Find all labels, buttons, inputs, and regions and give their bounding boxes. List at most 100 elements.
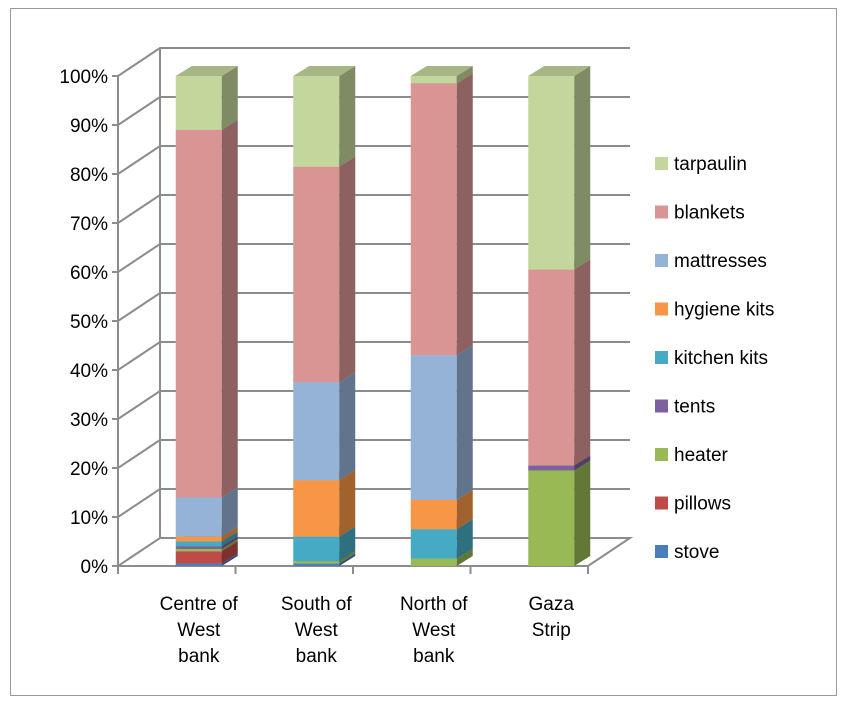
bar-front xyxy=(410,355,457,500)
legend-swatch xyxy=(655,448,668,461)
x-category-label: South of West bank xyxy=(281,594,352,667)
bar-segment-mattresses xyxy=(293,372,356,481)
bar-side xyxy=(339,526,356,562)
y-tick-label: 10% xyxy=(70,508,108,529)
legend-swatch xyxy=(655,254,668,267)
legend-swatch xyxy=(655,157,668,170)
bar-front xyxy=(293,166,340,383)
bar-front xyxy=(175,541,222,547)
bar-segment-tarpaulin xyxy=(528,66,591,270)
bar-front xyxy=(175,129,222,498)
legend-item-heater: heater xyxy=(655,445,729,466)
bar-segment-tarpaulin xyxy=(175,66,238,130)
bar-segment-tarpaulin xyxy=(410,66,473,84)
legend-item-hygiene-kits: hygiene kits xyxy=(655,300,774,321)
legend-item-tents: tents xyxy=(655,397,715,418)
bar-side xyxy=(339,553,356,566)
bar-side xyxy=(339,156,356,383)
bar-side xyxy=(221,536,238,549)
bar-segment-heater xyxy=(528,460,591,566)
y-tick-label: 80% xyxy=(70,165,108,186)
bar-top xyxy=(175,66,238,76)
bar-front xyxy=(175,563,222,566)
gridline xyxy=(117,292,630,322)
bar-side xyxy=(221,531,238,547)
legend-swatch xyxy=(655,302,668,316)
legend-swatch xyxy=(655,351,668,364)
bars xyxy=(175,66,591,566)
bar-side xyxy=(456,66,473,84)
y-tick-label: 0% xyxy=(81,557,109,578)
bar-segment-tarpaulin xyxy=(293,66,356,167)
bar-side xyxy=(221,119,238,498)
legend: tarpaulin blankets mattresses hygiene kits k… xyxy=(655,154,774,563)
gridline xyxy=(117,96,630,126)
bar-top xyxy=(293,66,356,76)
y-tick-label: 70% xyxy=(70,214,108,235)
bar-side xyxy=(574,460,591,566)
bar-front xyxy=(293,536,340,562)
gridlines xyxy=(117,47,630,518)
y-tick-label: 20% xyxy=(70,459,108,480)
legend-item-stove: stove xyxy=(655,542,719,563)
bar-front xyxy=(293,563,340,566)
bar-side xyxy=(456,519,473,559)
bar-side xyxy=(221,538,238,552)
gridline xyxy=(117,439,630,469)
legend-label: hygiene kits xyxy=(674,300,774,321)
bar-segment-blankets xyxy=(410,73,473,356)
x-category-label: North of West bank xyxy=(400,594,468,667)
bar-front xyxy=(175,497,222,537)
bar-front xyxy=(175,546,222,549)
y-axis-ticks: 0% 10% 20% 30% 40% 50% 60% 70% 80% 90% 100% xyxy=(59,67,118,578)
bar-front xyxy=(175,536,222,542)
bar-side xyxy=(221,553,238,566)
bar-front xyxy=(410,499,457,530)
bar-front xyxy=(293,480,340,537)
legend-swatch xyxy=(655,545,668,558)
bar-front xyxy=(410,558,457,566)
bar-front xyxy=(175,76,222,130)
legend-item-tarpaulin: tarpaulin xyxy=(655,154,747,175)
bar-front xyxy=(528,269,575,466)
legend-label: blankets xyxy=(674,203,745,224)
legend-item-kitchen-kits: kitchen kits xyxy=(655,348,768,369)
legend-swatch xyxy=(655,399,668,413)
bar-front xyxy=(410,83,457,356)
legend-label: tarpaulin xyxy=(674,154,747,175)
bar-segment-blankets xyxy=(528,259,591,466)
bar-front xyxy=(528,470,575,566)
bar-segment-blankets xyxy=(293,156,356,383)
y-tick-label: 30% xyxy=(70,410,108,431)
legend-item-mattresses: mattresses xyxy=(655,251,767,272)
bar-side xyxy=(456,345,473,500)
bar-front xyxy=(175,548,222,552)
gridline xyxy=(117,243,630,273)
legend-label: heater xyxy=(674,445,729,466)
bar-segment-mattresses xyxy=(175,487,238,537)
y-tick-label: 40% xyxy=(70,361,108,382)
y-tick-label: 90% xyxy=(70,116,108,137)
bar-side xyxy=(339,66,356,167)
bar-side xyxy=(221,66,238,130)
bar-front xyxy=(528,465,575,471)
gridline xyxy=(117,145,630,175)
x-axis-categories: Centre of West bank South of West bank North o… xyxy=(117,566,589,667)
bar-side xyxy=(574,259,591,466)
bar-front xyxy=(293,382,340,481)
legend-item-blankets: blankets xyxy=(655,203,745,224)
gridline xyxy=(117,341,630,371)
legend-label: kitchen kits xyxy=(674,348,768,369)
bar-side xyxy=(221,541,238,564)
bar-side xyxy=(456,73,473,356)
legend-label: stove xyxy=(674,542,719,563)
bar-side xyxy=(456,489,473,530)
legend-swatch xyxy=(655,205,668,219)
bar-front xyxy=(175,551,222,564)
bar-side xyxy=(339,470,356,537)
bar-side xyxy=(339,551,356,564)
bar-top xyxy=(410,66,473,76)
bar-front xyxy=(293,561,340,564)
bar-front xyxy=(410,529,457,559)
y-tick-label: 60% xyxy=(70,263,108,284)
